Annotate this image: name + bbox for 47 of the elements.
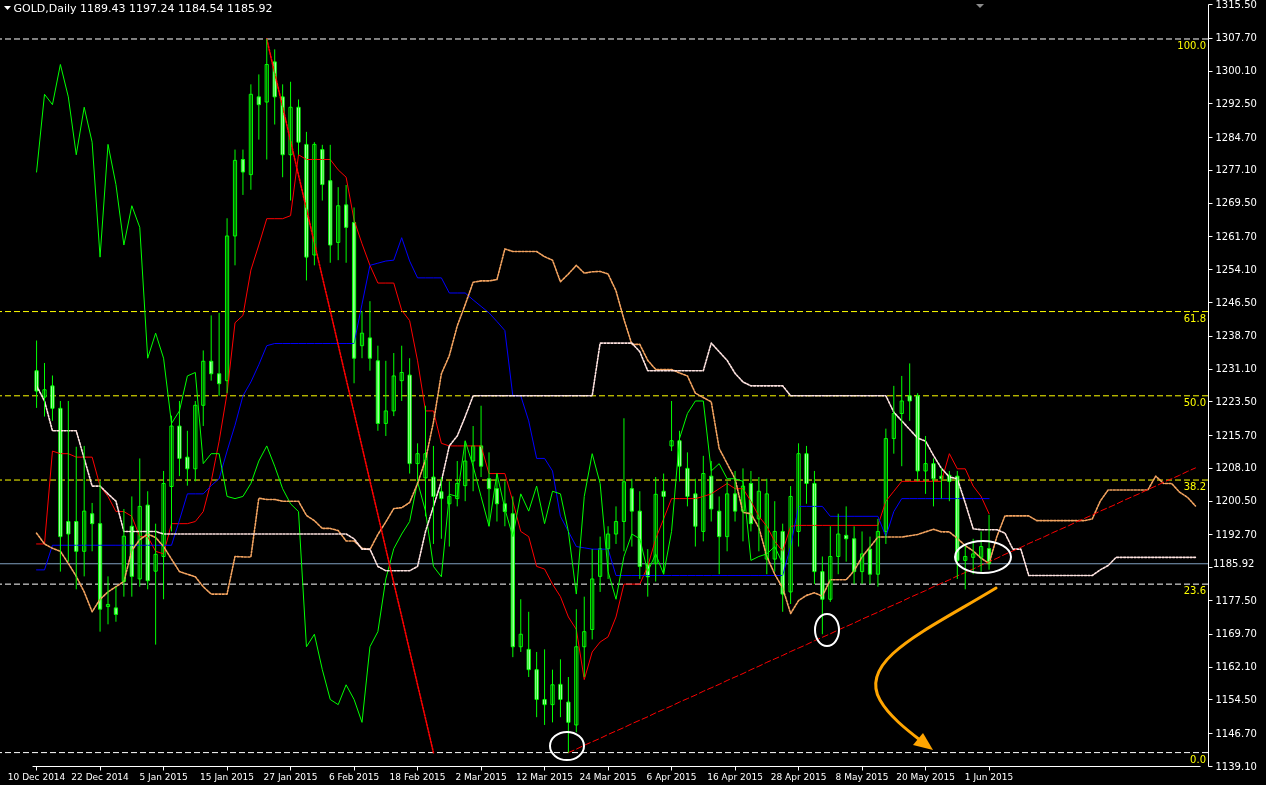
y-tick-label: 1307.70 xyxy=(1215,32,1257,44)
y-tick-label: 1162.10 xyxy=(1215,661,1257,673)
y-tick-label: 1200.50 xyxy=(1215,495,1257,507)
x-tick-label: 16 Apr 2015 xyxy=(707,771,763,782)
y-tick-label: 1254.10 xyxy=(1215,263,1257,275)
y-tick-label: 1223.50 xyxy=(1215,395,1257,407)
x-tick-label: 6 Apr 2015 xyxy=(646,771,697,782)
y-tick-label: 1177.50 xyxy=(1215,594,1257,606)
y-tick-label: 1231.10 xyxy=(1215,363,1257,375)
x-tick-label: 20 May 2015 xyxy=(896,771,955,782)
x-tick-label: 1 Jun 2015 xyxy=(964,771,1014,782)
annotation: 100.0 xyxy=(1177,39,1206,51)
y-tick-label: 1146.70 xyxy=(1215,727,1257,739)
x-tick-label: 10 Dec 2014 xyxy=(7,771,66,782)
y-tick-label: 1277.10 xyxy=(1215,164,1257,176)
y-tick-label: 1208.10 xyxy=(1215,462,1257,474)
y-tick-label: 1300.10 xyxy=(1215,65,1257,77)
annotation: 61.8 xyxy=(1183,312,1206,324)
y-tick-label: 1169.70 xyxy=(1215,628,1257,640)
x-tick-label: 28 Apr 2015 xyxy=(770,771,827,782)
annotation: 0.0 xyxy=(1190,753,1206,765)
chart-title: GOLD,Daily 1189.43 1197.24 1184.54 1185.92 xyxy=(13,2,273,15)
y-tick-label: 1292.50 xyxy=(1215,97,1257,109)
x-tick-label: 8 May 2015 xyxy=(835,771,889,782)
x-tick-label: 27 Jan 2015 xyxy=(263,771,318,782)
x-tick-label: 18 Feb 2015 xyxy=(389,771,446,782)
x-tick-label: 2 Mar 2015 xyxy=(455,771,507,782)
y-tick-label: 1238.70 xyxy=(1215,330,1257,342)
y-tick-label: 1246.50 xyxy=(1215,296,1257,308)
annotation: 50.0 xyxy=(1183,396,1206,408)
y-tick-label: 1284.70 xyxy=(1215,131,1257,143)
y-tick-label: 1215.70 xyxy=(1215,429,1257,441)
annotation: 38.2 xyxy=(1183,481,1206,493)
y-tick-label: 1261.70 xyxy=(1215,230,1257,242)
y-tick-label: 1139.10 xyxy=(1215,760,1257,772)
x-tick-label: 15 Jan 2015 xyxy=(200,771,255,782)
y-tick-label: 1154.50 xyxy=(1215,693,1257,705)
x-tick-label: 6 Feb 2015 xyxy=(328,771,380,782)
y-tick-label: 1192.70 xyxy=(1215,528,1257,540)
x-tick-label: 12 Mar 2015 xyxy=(516,771,574,782)
y-tick-label: 1315.50 xyxy=(1215,0,1257,10)
x-tick-label: 24 Mar 2015 xyxy=(579,771,637,782)
ref-line-label: 1185.92 xyxy=(1213,557,1255,569)
annotation: 23.6 xyxy=(1183,585,1206,597)
x-tick-label: 22 Dec 2014 xyxy=(71,771,130,782)
y-tick-label: 1269.50 xyxy=(1215,197,1257,209)
x-tick-label: 5 Jan 2015 xyxy=(139,771,188,782)
